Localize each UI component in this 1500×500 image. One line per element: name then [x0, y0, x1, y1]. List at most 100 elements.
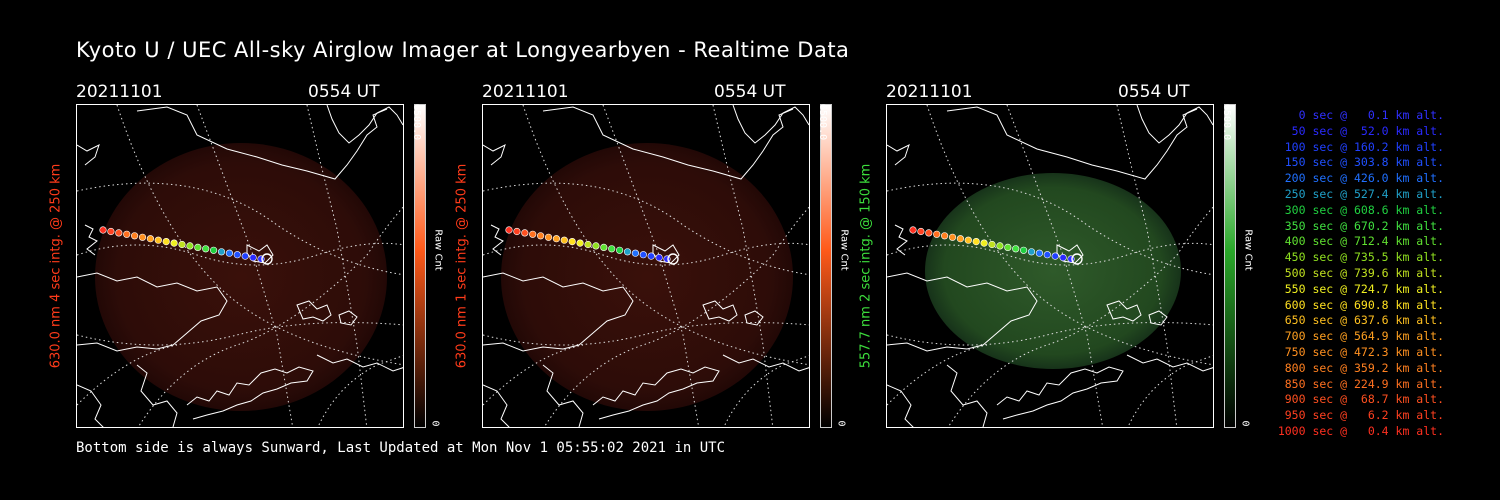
- geo-grid-line: [77, 322, 403, 346]
- airglow-disc: [925, 173, 1181, 369]
- colorbar-min: 0: [835, 420, 847, 427]
- track-point: [1020, 246, 1028, 254]
- geo-grid-line: [887, 344, 988, 406]
- track-point: [107, 227, 115, 236]
- coastline: [946, 106, 1198, 180]
- track-point: [631, 249, 639, 257]
- coastline: [732, 105, 809, 144]
- track-point: [249, 254, 257, 262]
- track-point: [568, 238, 576, 246]
- coastline: [77, 384, 104, 427]
- coastline: [136, 364, 178, 427]
- colorbar: [1224, 104, 1236, 428]
- coastline: [77, 144, 100, 166]
- coastline: [722, 354, 809, 372]
- track-point: [186, 242, 194, 250]
- track-point: [909, 226, 917, 234]
- track-point: [1043, 251, 1051, 259]
- track-point: [217, 248, 226, 256]
- colorbar: [820, 104, 832, 428]
- legend-entry: 850 sec @ 224.9 km alt.: [1284, 376, 1444, 391]
- geo-grid-line: [887, 182, 1213, 276]
- coastline: [186, 366, 314, 420]
- coastline: [702, 300, 738, 322]
- coastline: [136, 106, 388, 180]
- panel-time: 0554 UT: [308, 82, 380, 102]
- legend-entry: 800 sec @ 359.2 km alt.: [1284, 360, 1444, 375]
- legend-entry: 700 sec @ 564.9 km alt.: [1284, 329, 1444, 344]
- legend-entry: 100 sec @ 160.2 km alt.: [1284, 139, 1444, 154]
- geo-grid-line: [137, 206, 403, 427]
- colorbar-unit: Raw Cnt: [432, 229, 444, 271]
- legend-entry: 1000 sec @ 0.4 km alt.: [1277, 423, 1444, 438]
- geo-grid-line: [1127, 355, 1213, 427]
- track-point: [1051, 252, 1059, 260]
- allsky-map: [887, 105, 1213, 427]
- track-point: [138, 233, 147, 241]
- panel-ylabel: 630.0 nm 1 sec intg. @ 250 km: [454, 163, 470, 369]
- track-point: [639, 251, 647, 259]
- panel-date: 20211101: [482, 82, 569, 102]
- track-point: [933, 230, 941, 238]
- legend-entry: 400 sec @ 712.4 km alt.: [1284, 234, 1444, 249]
- track-point: [956, 235, 964, 243]
- track-point: [529, 230, 537, 238]
- track-point: [170, 239, 178, 247]
- airglow-disc: [501, 143, 793, 411]
- track-point: [1059, 254, 1067, 262]
- allsky-map: [483, 105, 809, 427]
- track-point: [146, 235, 154, 243]
- panel-ylabel: 557.7 nm 2 sec intg. @ 150 km: [858, 163, 874, 369]
- track-point: [536, 232, 545, 240]
- legend-entry: 350 sec @ 670.2 km alt.: [1284, 218, 1444, 233]
- colorbar-max: 6500.0: [817, 104, 828, 141]
- coastline: [1126, 354, 1213, 372]
- legend-entry: 0 sec @ 0.1 km alt.: [1298, 108, 1444, 122]
- coastline: [296, 300, 332, 322]
- legend-entry: 300 sec @ 608.6 km alt.: [1284, 202, 1444, 217]
- track-point: [964, 236, 972, 244]
- coastline: [483, 384, 510, 427]
- footer-status: Bottom side is always Sunward, Last Upda…: [76, 440, 726, 456]
- geo-grid-line: [116, 105, 403, 366]
- geo-grid-line: [483, 344, 584, 406]
- track-point: [1004, 243, 1012, 251]
- track-point: [988, 240, 996, 249]
- geo-grid-line: [947, 206, 1213, 427]
- track-point: [584, 240, 592, 249]
- allsky-image: [76, 104, 404, 428]
- coastline: [542, 106, 794, 180]
- track-point: [513, 227, 521, 236]
- coastline: [542, 364, 584, 427]
- legend-entry: 750 sec @ 472.3 km alt.: [1284, 344, 1444, 359]
- geo-grid-line: [723, 355, 809, 427]
- track-point: [544, 233, 553, 241]
- track-point: [1012, 245, 1020, 253]
- panel-ylabel: 630.0 nm 4 sec intg. @ 250 km: [48, 163, 64, 369]
- geo-grid-line: [543, 206, 809, 427]
- imager-panel-2: 20211101 0554 UT 630.0 nm 1 sec intg. @ 25…: [455, 82, 902, 432]
- colorbar: [414, 104, 426, 428]
- track-point: [202, 245, 210, 253]
- track-point: [647, 252, 655, 260]
- panel-date: 20211101: [76, 82, 163, 102]
- track-point: [521, 229, 529, 237]
- track-point: [940, 232, 949, 240]
- geo-grid-line: [887, 322, 1213, 346]
- track-point: [123, 230, 131, 238]
- geo-grid-line: [522, 105, 809, 366]
- track-point: [925, 229, 933, 237]
- track-point: [225, 249, 233, 257]
- legend-entry: 250 sec @ 527.4 km alt.: [1284, 186, 1444, 201]
- geo-grid-line: [77, 182, 403, 276]
- track-point: [948, 233, 957, 241]
- coastline: [887, 144, 910, 166]
- geo-grid-line: [602, 105, 700, 427]
- legend-entry: 500 sec @ 739.6 km alt.: [1284, 265, 1444, 280]
- coastline: [744, 310, 764, 326]
- track-point: [576, 239, 584, 247]
- coastline: [326, 105, 403, 144]
- track-point: [655, 254, 663, 262]
- coastline: [996, 366, 1124, 420]
- coastline: [1106, 300, 1142, 322]
